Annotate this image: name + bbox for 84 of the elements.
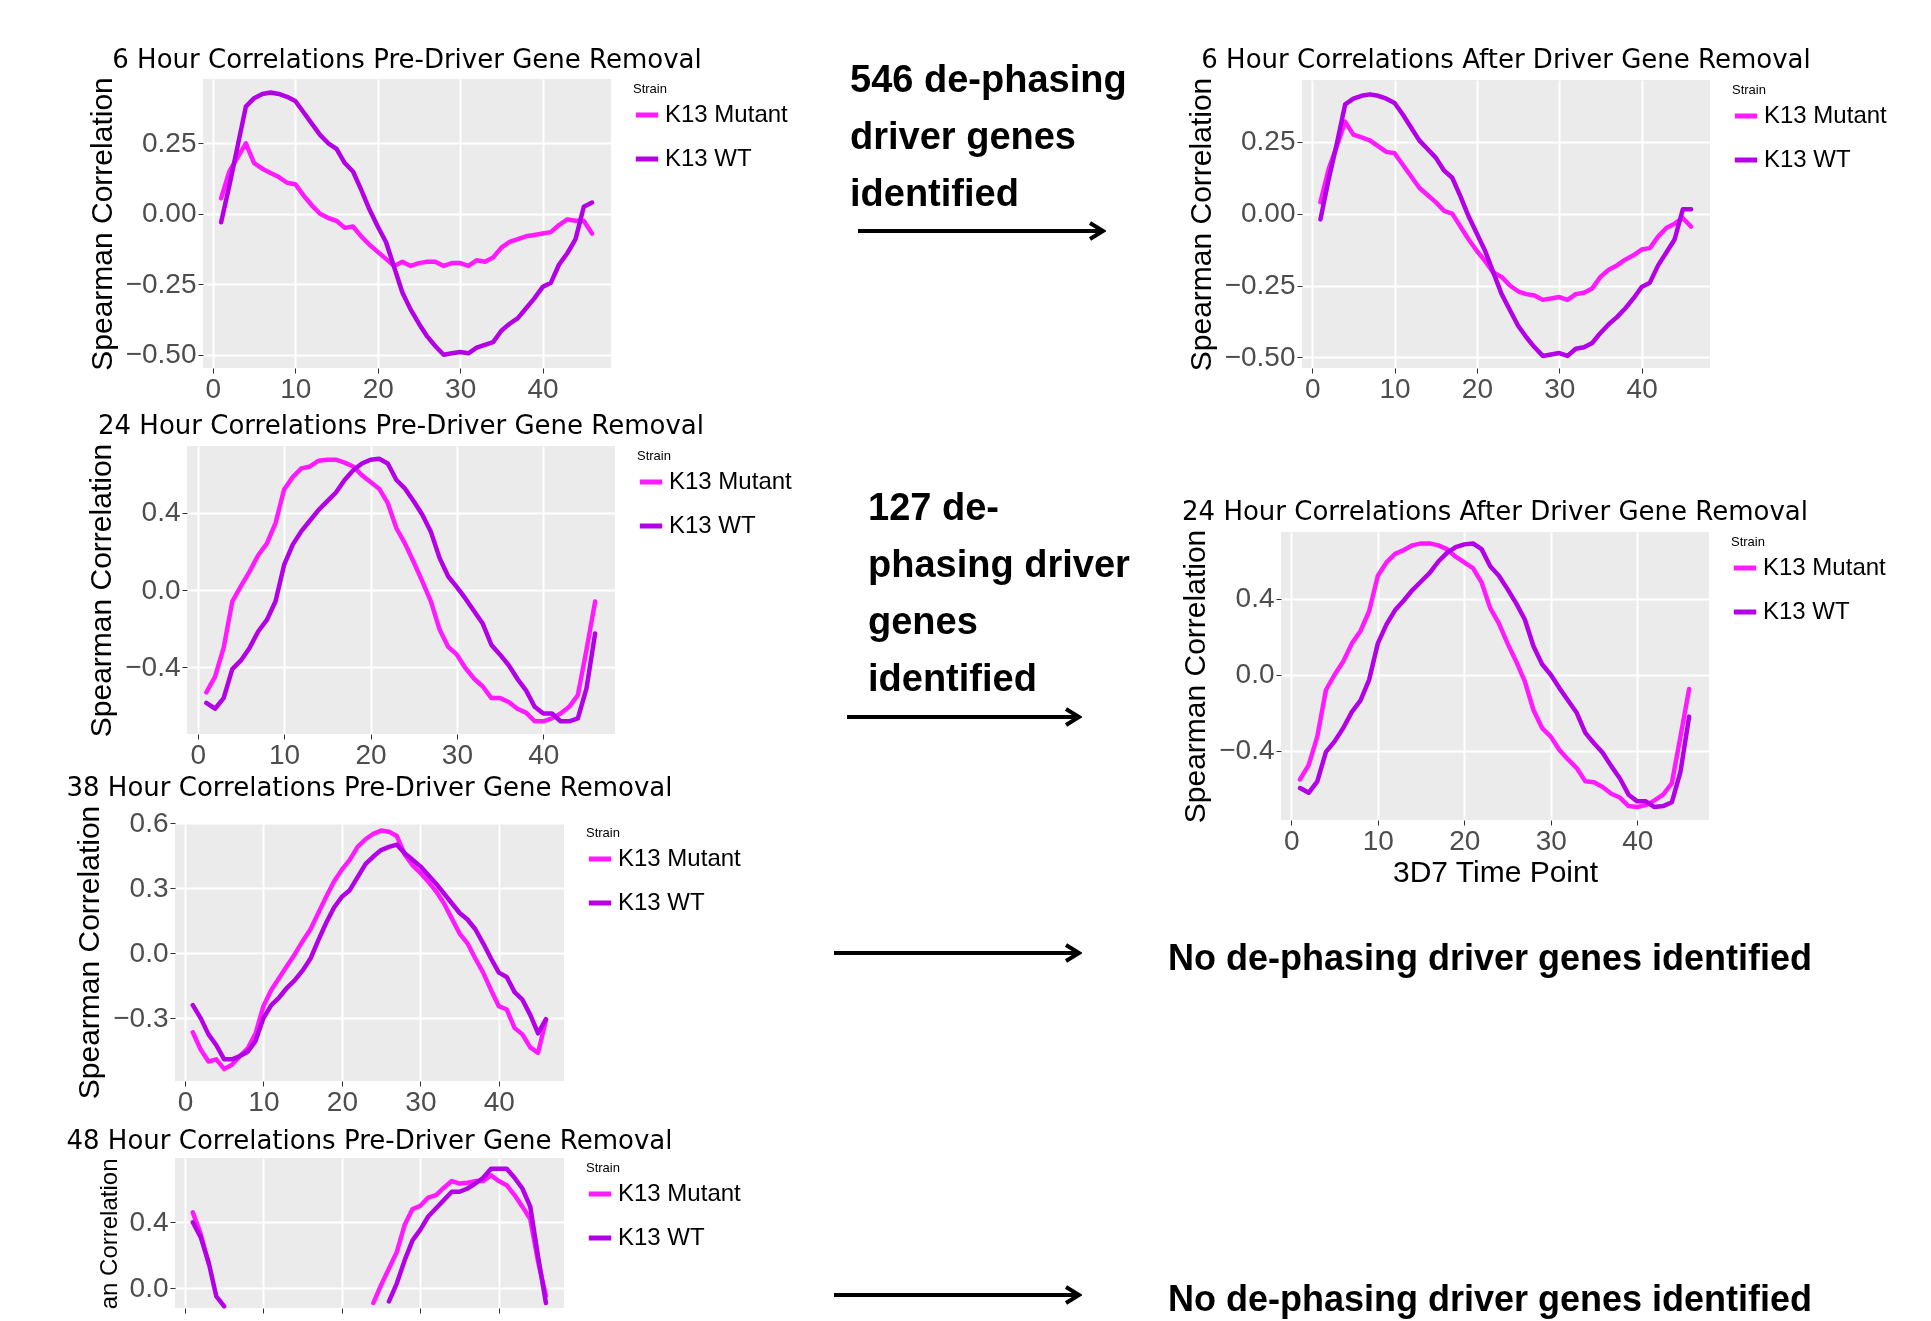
- legend-label: K13 WT: [618, 888, 706, 915]
- y-tick-label: −0.25: [1224, 269, 1296, 301]
- legend-label: K13 WT: [665, 144, 753, 171]
- y-tick-label: −0.50: [1224, 340, 1296, 372]
- y-tick-label: 0.4: [141, 496, 181, 528]
- legend-title: Strain: [633, 81, 667, 96]
- y-axis-title: Spearman Correlation: [1183, 77, 1217, 372]
- legend-label: K13 WT: [1764, 145, 1852, 172]
- y-axis-title: Spearman Correlation: [72, 805, 106, 1100]
- x-tick-label: 0: [177, 1085, 194, 1117]
- chart-title: 6 Hour Correlations Pre-Driver Gene Removal: [112, 43, 702, 74]
- y-tick-label: −0.4: [1219, 734, 1275, 766]
- legend-label: K13 WT: [1763, 597, 1851, 624]
- x-tick-label: 30: [441, 738, 473, 770]
- legend-title: Strain: [1731, 534, 1765, 549]
- text: 546 de-phasing driver genes identified: [850, 57, 1128, 216]
- text: No de-phasing driver genes identified: [1168, 1277, 1813, 1321]
- y-tick-label: 0.0: [129, 936, 169, 968]
- legend-label: K13 Mutant: [1763, 553, 1887, 580]
- chart-title: 38 Hour Correlations Pre-Driver Gene Removal: [66, 772, 673, 803]
- legend-title: Strain: [637, 448, 671, 463]
- y-tick-label: −0.3: [113, 1001, 169, 1033]
- x-tick-label: 40: [528, 738, 560, 770]
- line-series: [1297, 541, 1692, 810]
- x-tick-label: 20: [362, 372, 394, 404]
- y-axis-title: an Correlation: [94, 1158, 122, 1310]
- legend-label: K13 Mutant: [669, 467, 793, 494]
- legend-label: K13 Mutant: [618, 844, 742, 871]
- chart-title: 24 Hour Correlations Pre-Driver Gene Removal: [98, 410, 704, 441]
- x-tick-label: 10: [1362, 824, 1394, 856]
- x-tick-label: 0: [1304, 372, 1321, 404]
- x-tick-label: 40: [483, 1085, 515, 1117]
- y-axis-title: Spearman Correlation: [84, 443, 118, 738]
- y-tick-label: 0.25: [1241, 125, 1296, 157]
- y-tick-label: 0.0: [129, 1271, 169, 1303]
- x-tick-label: 20: [1449, 824, 1481, 856]
- legend-label: K13 Mutant: [665, 100, 789, 127]
- text: 127 de-phasing driver genes identified: [868, 485, 1131, 701]
- y-tick-label: 0.3: [129, 871, 169, 903]
- x-tick-label: 0: [190, 738, 206, 770]
- x-tick-label: 0: [1284, 824, 1300, 856]
- y-axis-title: Spearman Correlation: [84, 77, 118, 371]
- legend-label: K13 Mutant: [618, 1179, 742, 1206]
- x-tick-label: 10: [248, 1085, 280, 1117]
- legend-label: K13 WT: [669, 511, 757, 538]
- x-axis-title: 3D7 Time Point: [1392, 854, 1599, 888]
- x-tick-label: 20: [1461, 372, 1494, 404]
- x-tick-label: 20: [355, 738, 387, 770]
- chart-title: 24 Hour Correlations After Driver Gene Removal: [1182, 496, 1808, 527]
- y-axis-title: Spearman Correlation: [1178, 529, 1212, 824]
- x-tick-label: 30: [1535, 824, 1567, 856]
- x-tick-label: 30: [1544, 372, 1576, 404]
- x-tick-label: 10: [280, 372, 312, 404]
- legend-label: K13 WT: [618, 1223, 706, 1250]
- x-tick-label: 40: [1622, 824, 1654, 856]
- legend-title: Strain: [586, 825, 620, 840]
- x-tick-label: 40: [1626, 372, 1658, 404]
- y-tick-label: −0.4: [125, 650, 181, 682]
- x-tick-label: 10: [1379, 372, 1411, 404]
- y-tick-label: −0.25: [125, 267, 197, 299]
- line-series: [218, 141, 595, 269]
- text: No de-phasing driver genes identified: [1168, 936, 1813, 980]
- chart-title: 48 Hour Correlations Pre-Driver Gene Removal: [66, 1125, 673, 1155]
- legend-label: K13 Mutant: [1764, 101, 1888, 128]
- x-tick-label: 30: [405, 1085, 437, 1117]
- x-tick-label: 40: [527, 372, 559, 404]
- x-tick-label: 0: [205, 372, 222, 404]
- x-tick-label: 20: [326, 1085, 358, 1117]
- y-tick-label: −0.50: [125, 338, 197, 370]
- y-tick-label: 0.4: [1235, 582, 1275, 614]
- y-tick-label: 0.00: [1241, 197, 1296, 229]
- legend-title: Strain: [586, 1160, 620, 1175]
- legend-title: Strain: [1732, 82, 1766, 97]
- x-tick-label: 30: [445, 372, 477, 404]
- y-tick-label: 0.00: [142, 197, 197, 229]
- chart-title: 6 Hour Correlations After Driver Gene Removal: [1201, 44, 1811, 75]
- y-tick-label: 0.6: [129, 806, 169, 838]
- y-tick-label: 0.0: [141, 573, 181, 605]
- line-series: [218, 90, 595, 357]
- y-tick-label: 0.0: [1235, 658, 1275, 690]
- x-tick-label: 10: [269, 738, 301, 770]
- y-tick-label: 0.25: [142, 126, 197, 158]
- y-tick-label: 0.4: [129, 1205, 169, 1237]
- line-series: [1318, 92, 1694, 359]
